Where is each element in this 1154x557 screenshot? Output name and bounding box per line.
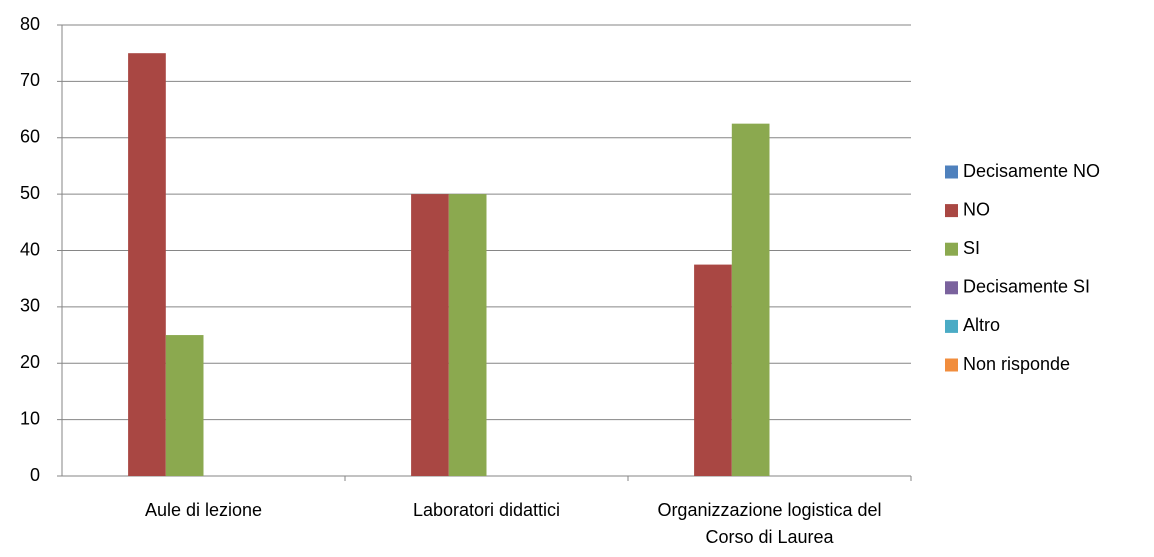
legend-label: Decisamente NO	[963, 161, 1100, 181]
x-tick-label: Organizzazione logistica del Corso di La…	[657, 500, 882, 547]
x-tick-label: Laboratori didattici	[412, 500, 561, 520]
y-tick-label: 30	[20, 296, 40, 316]
legend-label: Non risponde	[963, 354, 1070, 374]
x-tick-label: Aule di lezione	[144, 500, 263, 520]
legend-label: Decisamente SI	[963, 277, 1090, 297]
bar	[731, 123, 770, 476]
bar	[448, 194, 487, 476]
y-tick-label: 80	[20, 14, 40, 34]
y-tick-label: 10	[20, 408, 40, 428]
legend-swatch	[945, 281, 958, 295]
legend-swatch	[945, 204, 958, 218]
legend-swatch	[945, 165, 958, 179]
bar	[128, 53, 166, 476]
bar	[165, 335, 204, 476]
legend-swatch	[945, 319, 958, 333]
y-tick-label: 70	[20, 70, 40, 90]
bar	[694, 264, 732, 476]
y-tick-label: 40	[20, 239, 40, 259]
y-tick-label: 0	[30, 465, 40, 485]
legend-label: NO	[963, 199, 990, 219]
legend-label: Altro	[963, 315, 1000, 335]
bar	[411, 194, 449, 476]
legend-swatch	[945, 358, 958, 372]
legend-swatch	[945, 242, 958, 256]
y-tick-label: 20	[20, 352, 40, 372]
y-tick-label: 60	[20, 127, 40, 147]
y-tick-label: 50	[20, 183, 40, 203]
legend-label: SI	[963, 238, 980, 258]
